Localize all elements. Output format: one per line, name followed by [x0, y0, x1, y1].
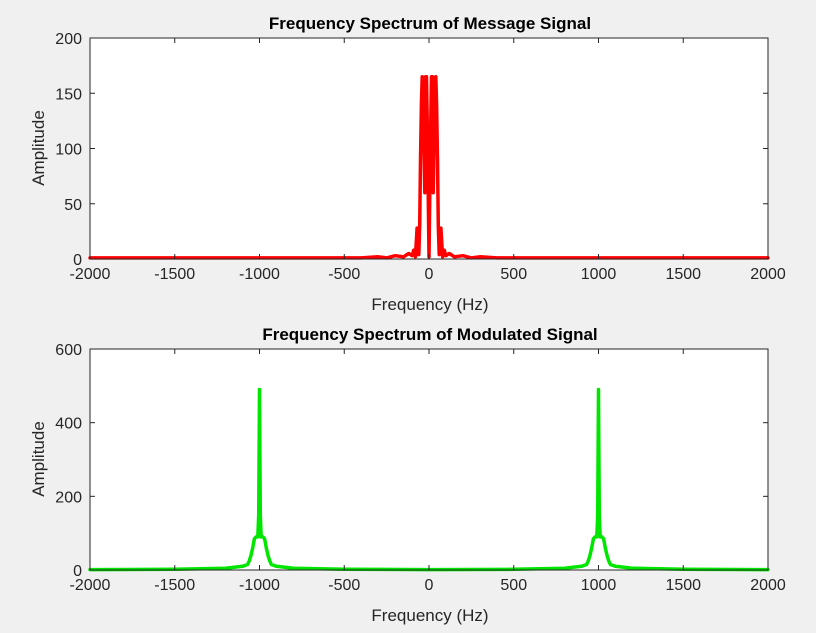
message-spectrum-title: Frequency Spectrum of Message Signal: [269, 14, 591, 33]
y-axis-label: Amplitude: [29, 421, 48, 497]
x-axis-label: Frequency (Hz): [371, 295, 488, 314]
x-tick-label: 1500: [665, 577, 701, 594]
x-tick-label: -2000: [70, 577, 111, 594]
x-tick-label: 1000: [581, 577, 617, 594]
x-tick-label: 2000: [750, 577, 786, 594]
modulated-spectrum-title: Frequency Spectrum of Modulated Signal: [262, 325, 597, 344]
y-tick-label: 600: [55, 342, 82, 359]
plot-area: [90, 349, 768, 570]
x-tick-label: 1500: [665, 266, 701, 283]
x-tick-label: -500: [328, 266, 360, 283]
x-tick-label: -1500: [154, 266, 195, 283]
y-tick-label: 200: [55, 31, 82, 48]
y-tick-label: 200: [55, 489, 82, 506]
message-spectrum-plot: Frequency Spectrum of Message Signal -20…: [29, 14, 786, 314]
x-axis-label: Frequency (Hz): [371, 606, 488, 625]
y-tick-label: 50: [64, 197, 82, 214]
y-tick-label: 400: [55, 416, 82, 433]
y-axis-label: Amplitude: [29, 110, 48, 186]
x-tick-label: -1000: [239, 266, 280, 283]
x-tick-label: -1500: [154, 577, 195, 594]
modulated-spectrum-plot: Frequency Spectrum of Modulated Signal -…: [29, 325, 786, 625]
x-tick-label: 0: [425, 266, 434, 283]
x-tick-label: 500: [500, 577, 527, 594]
y-tick-label: 150: [55, 86, 82, 103]
x-tick-label: 0: [425, 577, 434, 594]
y-tick-label: 0: [73, 563, 82, 580]
x-tick-label: 1000: [581, 266, 617, 283]
x-tick-label: -2000: [70, 266, 111, 283]
x-tick-label: -1000: [239, 577, 280, 594]
y-tick-label: 0: [73, 252, 82, 269]
x-tick-label: 500: [500, 266, 527, 283]
y-tick-label: 100: [55, 142, 82, 159]
x-tick-label: -500: [328, 577, 360, 594]
x-tick-label: 2000: [750, 266, 786, 283]
